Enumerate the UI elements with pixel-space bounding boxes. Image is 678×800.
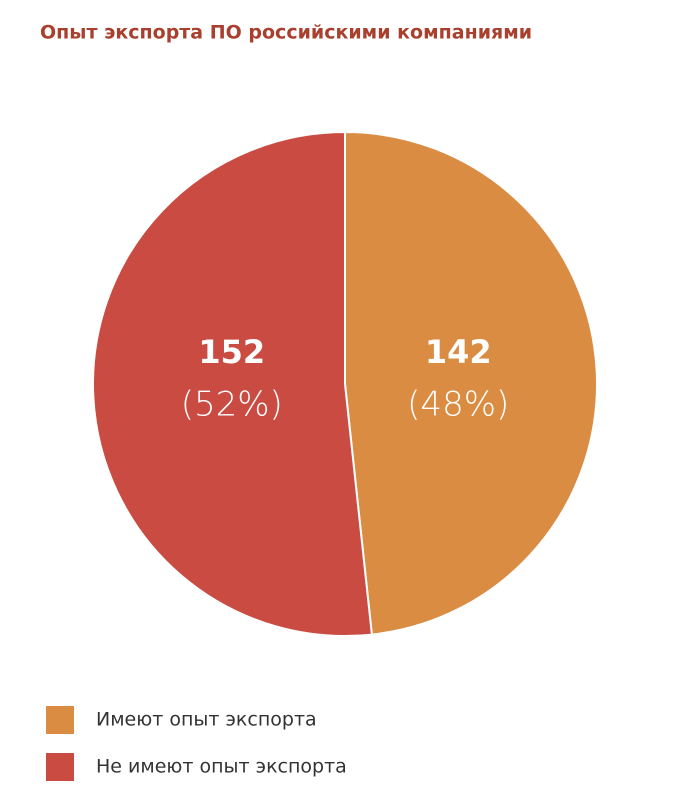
value-label: 152 [198, 333, 265, 371]
legend-label: Имеют опыт экспорта [96, 709, 317, 731]
chart-title: Опыт экспорта ПО российскими компаниями [40, 22, 532, 44]
legend-swatch [46, 753, 74, 781]
legend-label: Не имеют опыт экспорта [96, 756, 347, 778]
pie-slice [344, 130, 599, 636]
legend-swatch [46, 706, 74, 734]
value-label: 142 [425, 333, 492, 371]
percent-label: (52%) [181, 385, 283, 425]
pie-slice [92, 130, 373, 637]
percent-label: (48%) [407, 385, 509, 425]
